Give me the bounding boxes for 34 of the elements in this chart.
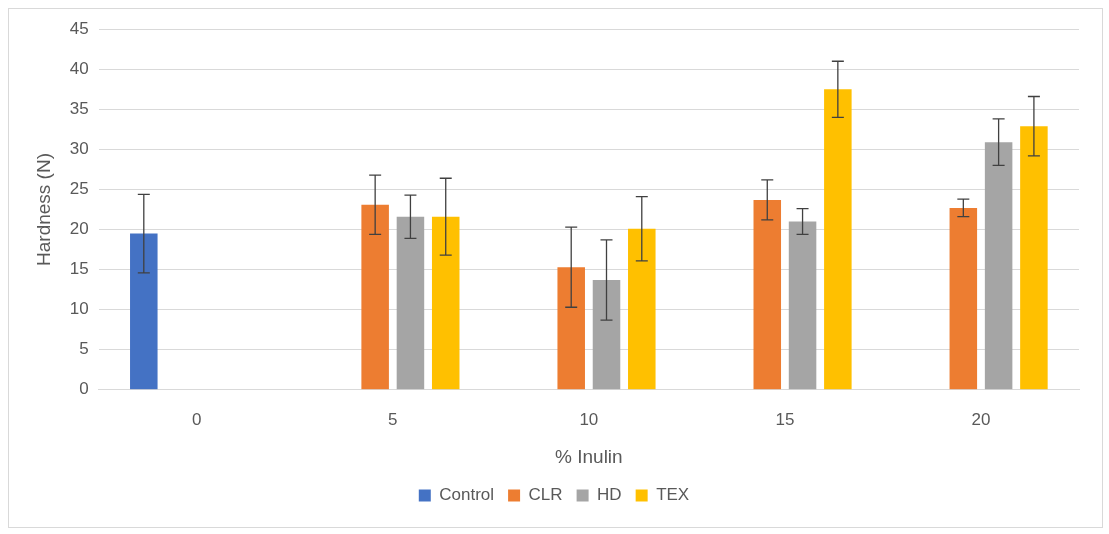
x-tick-label: 15 [775, 409, 795, 429]
y-axis-title: Hardness (N) [32, 153, 54, 266]
legend-label: CLR [528, 485, 563, 505]
bar [130, 233, 158, 390]
bar [396, 216, 425, 390]
y-tick-label: 20 [69, 219, 89, 239]
bar [1020, 126, 1048, 390]
legend-label: TEX [656, 485, 690, 505]
bar [628, 228, 656, 390]
bar [753, 199, 782, 390]
x-tick-label: 5 [388, 409, 398, 429]
x-tick-label: 20 [971, 409, 991, 429]
y-tick-label: 45 [69, 18, 89, 38]
bar [788, 221, 817, 390]
bar [824, 89, 852, 390]
bar [984, 142, 1013, 390]
y-tick-label: 25 [69, 179, 89, 199]
legend-label: HD [597, 485, 622, 505]
bar [949, 207, 978, 390]
y-tick-label: 40 [69, 58, 89, 78]
legend-label: Control [439, 485, 495, 505]
bar [361, 204, 389, 390]
x-tick-label: 10 [579, 409, 599, 429]
y-tick-label: 0 [79, 379, 89, 399]
y-tick-label: 15 [69, 259, 89, 279]
y-tick-label: 5 [79, 339, 89, 359]
bar [557, 267, 585, 390]
x-axis-title: % Inulin [555, 445, 623, 467]
x-tick-label: 0 [192, 409, 202, 429]
bar [431, 216, 460, 390]
y-tick-label: 10 [69, 299, 89, 319]
bar [592, 280, 621, 390]
y-tick-label: 35 [69, 99, 89, 119]
y-tick-label: 30 [69, 139, 89, 159]
